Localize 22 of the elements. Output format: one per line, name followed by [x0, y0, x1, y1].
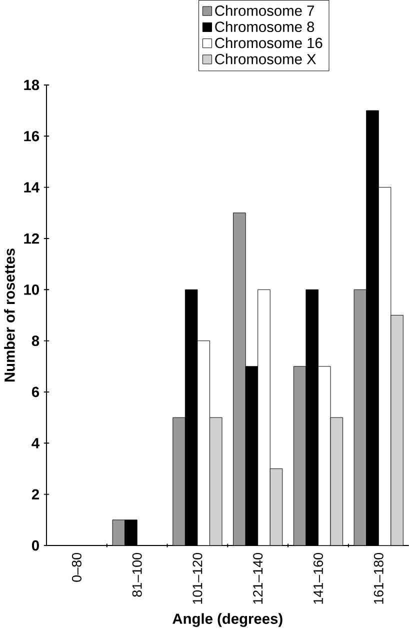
legend-label: Chromosome 7 [215, 5, 314, 16]
legend-label: Chromosome X [215, 54, 316, 64]
y-tick-label: 6 [32, 386, 39, 398]
y-tick-label: 18 [24, 80, 39, 90]
x-tick-label: 81–100 [132, 552, 142, 597]
x-tick-label: 161–180 [374, 552, 384, 604]
y-tick-label: 8 [32, 336, 39, 346]
legend-label: Chromosome 8 [215, 21, 314, 32]
y-tick-label: 10 [24, 284, 39, 295]
y-tick-label: 2 [32, 489, 39, 500]
y-axis-title: Number of rosettes [4, 248, 15, 382]
x-tick-label: 101–120 [192, 552, 202, 604]
x-axis-title: Angle (degrees) [172, 613, 282, 627]
x-tick-label: 121–140 [252, 552, 262, 604]
legend-label: Chromosome 16 [215, 37, 322, 48]
y-tick-label: 12 [24, 233, 39, 244]
x-tick-label: 141–160 [313, 552, 323, 604]
y-tick-label: 16 [24, 130, 39, 142]
x-tick-label: 0–80 [72, 552, 82, 582]
y-tick-label: 0 [32, 540, 39, 551]
y-tick-label: 4 [32, 438, 40, 448]
y-tick-label: 14 [24, 182, 40, 192]
